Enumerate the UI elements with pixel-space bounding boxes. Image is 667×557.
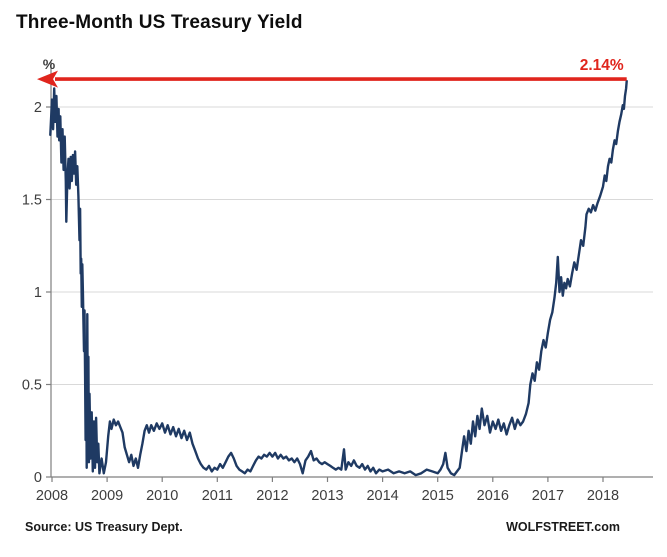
annotation-arrow-head-icon [37,70,58,88]
y-tick-label: 1.5 [22,193,42,209]
branding-wolfstreet: WOLFSTREET.com [506,520,620,534]
yield-line-series [49,79,628,477]
y-tick-label: 1 [34,285,42,301]
x-tick-label: 2013 [311,488,343,504]
x-tick-label: 2008 [36,488,68,504]
x-tick-label: 2018 [587,488,619,504]
x-tick-label: 2016 [477,488,509,504]
x-tick-label: 2012 [256,488,288,504]
latest-value-label: 2.14% [580,57,624,74]
x-tick-label: 2011 [202,488,233,504]
x-tick-label: 2010 [146,488,178,504]
y-tick-label: 0 [34,470,42,486]
x-tick-label: 2014 [366,488,398,504]
x-tick-label: 2009 [91,488,123,504]
x-tick-label: 2015 [422,488,454,504]
source-note: Source: US Treasury Dept. [25,520,183,534]
y-tick-label: 0.5 [22,378,42,394]
chart-title: Three-Month US Treasury Yield [16,12,303,33]
x-tick-label: 2017 [532,488,564,504]
y-tick-label: 2 [34,100,42,116]
y-axis-unit-label: % [43,56,56,72]
